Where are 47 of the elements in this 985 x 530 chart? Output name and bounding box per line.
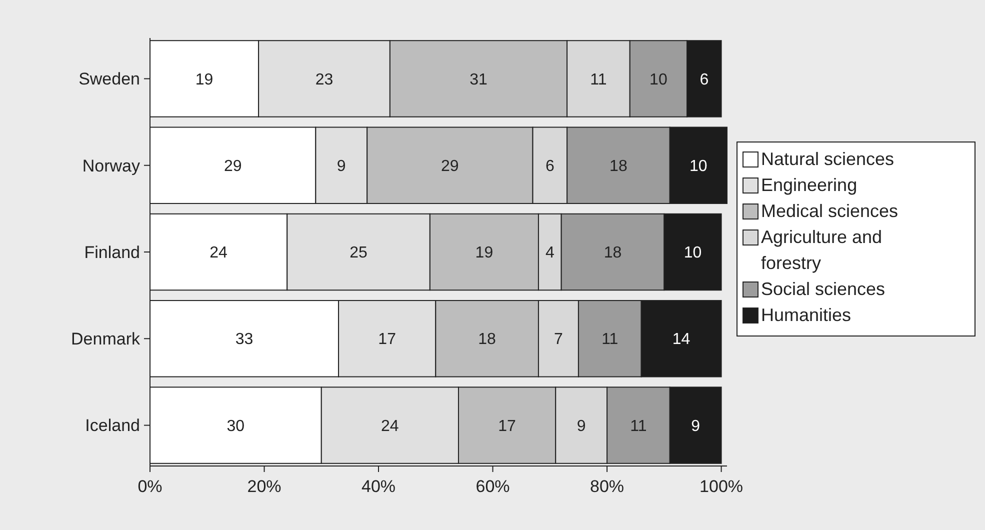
- data-label: 9: [576, 418, 586, 435]
- data-label: 17: [498, 418, 516, 435]
- y-tick-label: Finland: [84, 242, 140, 262]
- data-label: 11: [630, 418, 647, 435]
- data-label: 11: [602, 331, 618, 348]
- legend-label: Natural sciences: [761, 149, 894, 169]
- data-label: 29: [224, 158, 242, 175]
- data-label: 23: [315, 71, 334, 88]
- data-label: 17: [378, 331, 396, 348]
- data-label: 10: [690, 158, 708, 175]
- data-label: 4: [545, 244, 554, 262]
- data-label: 24: [210, 244, 228, 262]
- data-label: 24: [381, 418, 399, 435]
- y-tick-label: Denmark: [71, 330, 140, 349]
- legend-label: Engineering: [761, 175, 858, 195]
- data-label: 19: [475, 244, 494, 262]
- x-tick-label: 20%: [247, 477, 282, 496]
- legend-label: Agriculture and forestry: [761, 227, 882, 273]
- data-label: 30: [226, 418, 245, 435]
- data-label: 11: [590, 71, 607, 88]
- legend-label: Social sciences: [761, 279, 886, 299]
- data-label: 10: [650, 71, 668, 88]
- data-label: 10: [684, 244, 702, 262]
- data-label: 14: [672, 331, 690, 348]
- legend-label: Humanities: [761, 305, 852, 325]
- data-label: 18: [604, 244, 622, 262]
- x-tick-label: 80%: [590, 477, 624, 496]
- x-tick-label: 0%: [138, 477, 162, 496]
- legend-label: Medical sciences: [761, 201, 898, 221]
- data-label: 6: [700, 71, 709, 88]
- y-tick-label: Iceland: [85, 416, 140, 436]
- x-tick-label: 40%: [362, 477, 396, 496]
- x-tick-label: 60%: [476, 477, 510, 496]
- data-label: 31: [470, 71, 488, 88]
- data-label: 18: [478, 331, 496, 348]
- data-label: 18: [610, 158, 628, 175]
- y-tick-label: Norway: [82, 156, 140, 176]
- data-label: 7: [554, 331, 564, 348]
- data-label: 33: [235, 331, 254, 348]
- data-label: 29: [441, 158, 459, 175]
- data-label: 25: [350, 244, 368, 262]
- data-label: 9: [336, 158, 346, 175]
- x-tick-label: 100%: [700, 477, 744, 496]
- y-tick-label: Sweden: [78, 70, 140, 89]
- data-label: 9: [691, 418, 700, 435]
- data-label: 19: [195, 71, 214, 88]
- data-label: 6: [545, 158, 554, 175]
